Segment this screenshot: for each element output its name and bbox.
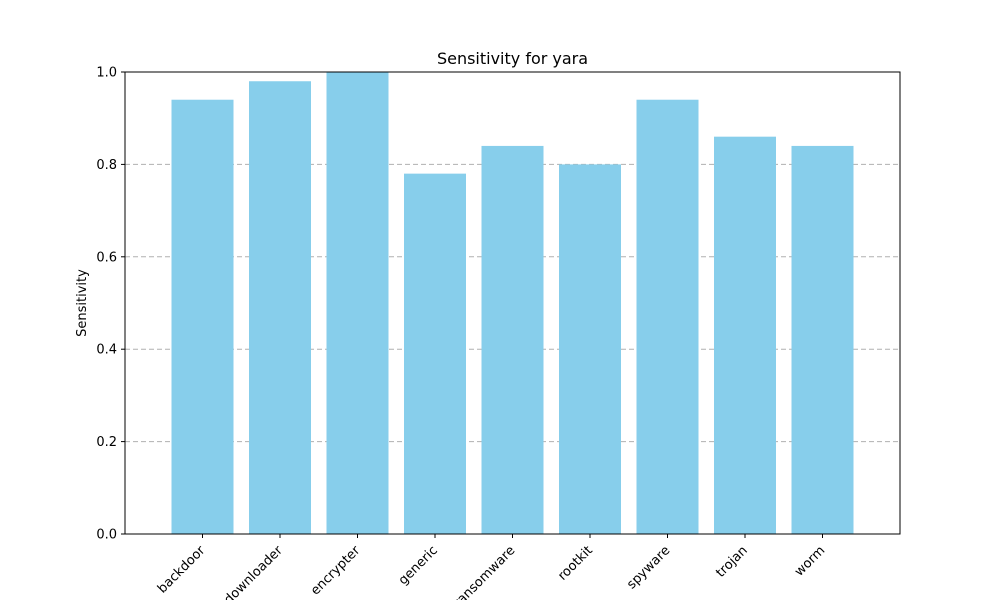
y-tick-label: 0.0 bbox=[96, 528, 117, 543]
y-tick-label: 0.2 bbox=[96, 435, 117, 450]
y-tick-label: 1.0 bbox=[96, 66, 117, 81]
chart-title: Sensitivity for yara bbox=[437, 49, 588, 68]
y-axis-title: Sensitivity bbox=[75, 269, 90, 337]
x-axis: backdoor downloader encrypter generic ransom… bbox=[155, 534, 828, 600]
bar bbox=[791, 145, 854, 535]
bar bbox=[714, 136, 776, 534]
x-tick-label: rootkit bbox=[555, 543, 596, 584]
x-tick-label: generic bbox=[396, 543, 441, 588]
bar bbox=[636, 99, 699, 534]
bars bbox=[171, 72, 854, 535]
x-tick-label: encrypter bbox=[308, 543, 364, 599]
x-tick-label: spyware bbox=[624, 543, 673, 592]
y-tick-label: 0.4 bbox=[96, 343, 117, 358]
x-tick-label: trojan bbox=[713, 543, 750, 580]
x-tick-label: backdoor bbox=[155, 543, 209, 597]
x-tick-label: ransomware bbox=[451, 543, 519, 600]
y-tick-label: 0.8 bbox=[96, 158, 117, 173]
x-tick-label: worm bbox=[792, 543, 828, 579]
bar bbox=[481, 145, 544, 535]
y-tick-label: 0.6 bbox=[96, 250, 117, 265]
bar bbox=[249, 81, 311, 535]
y-axis: 0.0 0.2 0.4 0.6 0.8 1.0 bbox=[96, 66, 125, 543]
bar bbox=[171, 99, 234, 534]
bar bbox=[326, 72, 389, 534]
bar bbox=[404, 173, 466, 534]
x-tick-label: downloader bbox=[221, 543, 286, 600]
bar bbox=[559, 164, 621, 534]
